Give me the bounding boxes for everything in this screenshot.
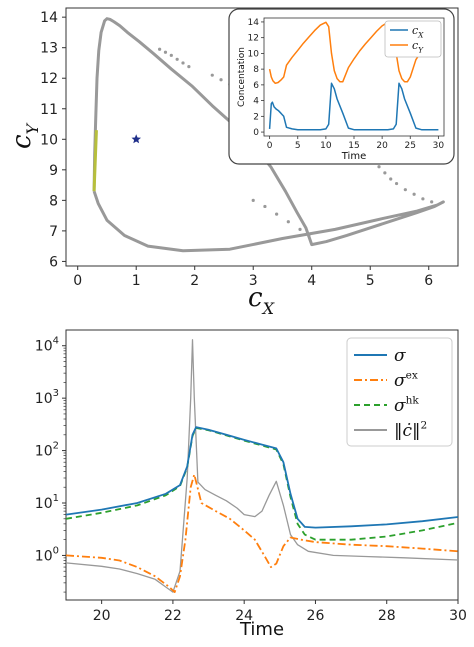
entropy-ytick-label: 101 bbox=[35, 493, 59, 512]
phase-transient-dot bbox=[175, 57, 179, 61]
inset-legend-label: cY bbox=[412, 39, 424, 55]
entropy-series-line bbox=[66, 426, 458, 529]
phase-transient-dot bbox=[158, 47, 162, 51]
inset-xtick-label: 20 bbox=[376, 141, 388, 151]
inset-ytick-label: 14 bbox=[248, 18, 260, 28]
phase-transient-dot bbox=[377, 165, 381, 169]
phase-transient-dot bbox=[412, 192, 416, 196]
phase-transient-dot bbox=[219, 78, 223, 82]
inset-xtick-label: 5 bbox=[295, 141, 301, 151]
entropy-legend-label: σ bbox=[394, 346, 406, 366]
entropy-frame bbox=[65, 329, 459, 601]
inset-ytick-label: 0 bbox=[253, 128, 259, 138]
inset-series-line bbox=[268, 82, 439, 131]
phase-ytick-label: 6 bbox=[49, 254, 58, 270]
entropy-legend-box bbox=[346, 337, 453, 447]
phase-limit-cycle bbox=[92, 17, 445, 253]
phase-transient-dot bbox=[210, 73, 214, 77]
entropy-legend-label: σex bbox=[394, 369, 418, 391]
phase-transient-dot bbox=[181, 61, 185, 65]
phase-transient-dot bbox=[394, 181, 399, 186]
inset-series-line bbox=[268, 21, 439, 85]
phase-transient-dot bbox=[389, 177, 393, 181]
inset-ytick-label: 10 bbox=[248, 49, 260, 59]
inset-xtick-label: 0 bbox=[267, 141, 273, 151]
phase-ytick-label: 7 bbox=[49, 224, 58, 240]
phase-x-axis-label: cX bbox=[248, 283, 275, 318]
inset-plot: 0 5 10 15 20 25 30 0 2 4 6 8 10 12 14 Time Concentation c… bbox=[237, 17, 445, 162]
entropy-x-axis-label: Time bbox=[239, 619, 284, 640]
inset-xtick-label: 15 bbox=[348, 141, 359, 151]
entropy-ytick-label: 103 bbox=[35, 388, 59, 407]
phase-xtick-label: 4 bbox=[307, 273, 316, 289]
phase-transient-dot bbox=[430, 200, 434, 204]
entropy-xtick-label: 22 bbox=[164, 608, 182, 624]
phase-ytick-label: 14 bbox=[40, 10, 58, 26]
entropy-series-line bbox=[66, 339, 458, 593]
phase-transient-dot bbox=[307, 233, 311, 238]
phase-fixed-point-marker bbox=[131, 134, 141, 144]
inset-ytick-label: 6 bbox=[253, 81, 259, 91]
phase-transient-dot bbox=[263, 204, 267, 209]
entropy-series-line bbox=[66, 473, 458, 593]
phase-ytick-label: 10 bbox=[40, 132, 58, 148]
entropy-legend-label: σhk bbox=[394, 394, 419, 416]
inset-x-axis-label: Time bbox=[341, 151, 366, 162]
entropy-plot: 20 22 24 26 28 30 100 101 102 103 104 Time σ σex σhk ‖ċ… bbox=[35, 329, 467, 640]
inset-ytick-label: 4 bbox=[253, 97, 259, 107]
phase-xtick-label: 5 bbox=[366, 273, 375, 289]
phase-transient-dot bbox=[298, 227, 302, 231]
inset-legend-label: cX bbox=[412, 24, 424, 40]
entropy-ytick-label: 104 bbox=[35, 336, 59, 355]
phase-transient-dot bbox=[421, 197, 425, 201]
phase-xtick-label: 2 bbox=[190, 273, 199, 289]
inset-ytick-label: 8 bbox=[253, 65, 259, 75]
inset-xtick-label: 30 bbox=[433, 141, 445, 151]
entropy-ytick-label: 102 bbox=[35, 441, 59, 460]
phase-transient-dot bbox=[275, 212, 279, 216]
phase-y-axis-label: cY bbox=[7, 122, 42, 149]
phase-xtick-label: 6 bbox=[424, 273, 433, 289]
phase-ytick-label: 13 bbox=[40, 41, 58, 57]
inset-ytick-label: 12 bbox=[248, 34, 259, 44]
inset-ytick-label: 2 bbox=[253, 112, 259, 122]
phase-transient-dot bbox=[251, 198, 255, 202]
phase-frame bbox=[65, 7, 459, 267]
phase-xtick-label: 3 bbox=[249, 273, 258, 289]
phase-xtick-label: 1 bbox=[132, 273, 141, 289]
phase-ytick-label: 9 bbox=[49, 163, 58, 179]
phase-ytick-label: 8 bbox=[49, 193, 58, 209]
phase-transient-dot bbox=[163, 50, 168, 54]
inset-xtick-label: 25 bbox=[405, 141, 416, 151]
inset-y-axis-label: Concentation bbox=[237, 47, 247, 107]
phase-transient-dot bbox=[383, 171, 387, 175]
entropy-legend: σ σex σhk ‖ċ‖2 bbox=[346, 337, 453, 447]
phase-xtick-label: 0 bbox=[73, 273, 82, 289]
phase-ytick-label: 11 bbox=[40, 102, 58, 118]
entropy-xtick-label: 30 bbox=[449, 608, 467, 624]
entropy-xtick-label: 20 bbox=[93, 608, 111, 624]
phase-transient-dot bbox=[187, 65, 191, 69]
entropy-series-line bbox=[66, 427, 458, 541]
inset-xtick-label: 10 bbox=[320, 141, 332, 151]
entropy-xtick-label: 24 bbox=[235, 608, 253, 624]
phase-transient-dot bbox=[286, 220, 290, 224]
phase-ytick-label: 12 bbox=[40, 71, 58, 87]
entropy-xtick-label: 26 bbox=[307, 608, 325, 624]
entropy-xtick-label: 28 bbox=[378, 608, 396, 624]
entropy-legend-label: ‖ċ‖2 bbox=[394, 419, 427, 441]
entropy-ytick-label: 100 bbox=[35, 545, 59, 564]
phase-yellow-segment bbox=[92, 130, 98, 192]
phase-transient-dot bbox=[403, 188, 407, 192]
phase-transient-dot bbox=[169, 53, 173, 57]
